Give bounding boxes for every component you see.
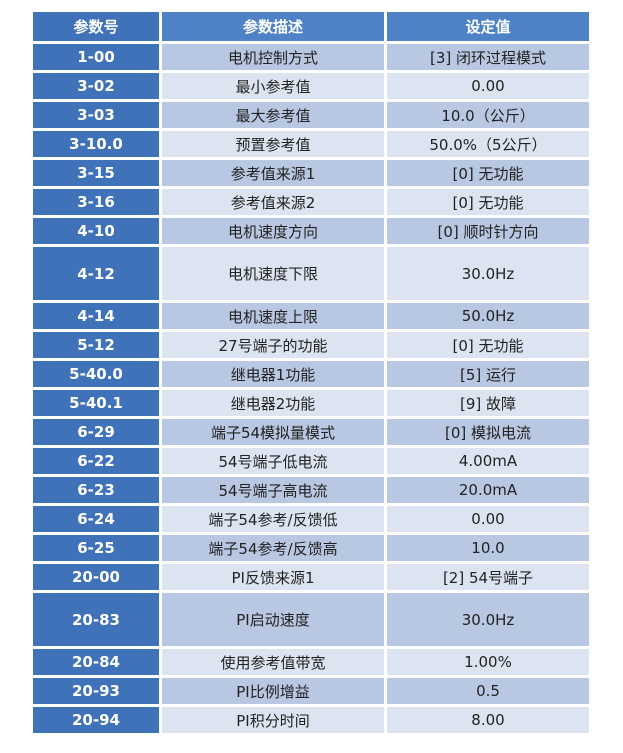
setting-value-cell: [9] 故障 (387, 390, 589, 416)
param-desc-cell: 电机速度方向 (162, 218, 387, 244)
table-row: 6-22 54号端子低电流 4.00mA (33, 448, 589, 474)
setting-value-cell: 4.00mA (387, 448, 589, 474)
table-row: 20-83 PI启动速度 30.0Hz (33, 593, 589, 646)
param-desc-cell: 端子54参考/反馈高 (162, 535, 387, 561)
setting-value-cell: 1.00% (387, 649, 589, 675)
param-desc-cell: 继电器2功能 (162, 390, 387, 416)
setting-value-cell: [0] 顺时针方向 (387, 218, 589, 244)
table-row: 5-40.0 继电器1功能 [5] 运行 (33, 361, 589, 387)
setting-value-cell: 10.0 (387, 535, 589, 561)
param-id-cell: 6-24 (33, 506, 162, 532)
param-id-cell: 3-16 (33, 189, 162, 215)
param-desc-cell: 54号端子低电流 (162, 448, 387, 474)
header-setting-value: 设定值 (387, 12, 589, 41)
param-desc-cell: 继电器1功能 (162, 361, 387, 387)
table-row: 4-14 电机速度上限 50.0Hz (33, 303, 589, 329)
param-id-cell: 1-00 (33, 44, 162, 70)
param-desc-cell: 54号端子高电流 (162, 477, 387, 503)
param-desc-cell: 使用参考值带宽 (162, 649, 387, 675)
table-row: 6-24 端子54参考/反馈低 0.00 (33, 506, 589, 532)
param-id-cell: 3-10.0 (33, 131, 162, 157)
table-row: 5-12 27号端子的功能 [0] 无功能 (33, 332, 589, 358)
table-row: 6-29 端子54模拟量模式 [0] 模拟电流 (33, 419, 589, 445)
header-row: 参数号 参数描述 设定值 (33, 12, 589, 41)
setting-value-cell: 8.00 (387, 707, 589, 733)
parameter-table: 参数号 参数描述 设定值 1-00 电机控制方式 [3] 闭环过程模式 3-02 最小参… (33, 9, 589, 736)
table-row: 5-40.1 继电器2功能 [9] 故障 (33, 390, 589, 416)
setting-value-cell: [2] 54号端子 (387, 564, 589, 590)
param-desc-cell: PI积分时间 (162, 707, 387, 733)
param-id-cell: 20-83 (33, 593, 162, 646)
setting-value-cell: [3] 闭环过程模式 (387, 44, 589, 70)
param-id-cell: 3-02 (33, 73, 162, 99)
table-row: 20-93 PI比例增益 0.5 (33, 678, 589, 704)
param-id-cell: 6-29 (33, 419, 162, 445)
header-param-id: 参数号 (33, 12, 162, 41)
param-id-cell: 5-12 (33, 332, 162, 358)
param-desc-cell: 端子54模拟量模式 (162, 419, 387, 445)
param-desc-cell: PI比例增益 (162, 678, 387, 704)
setting-value-cell: 30.0Hz (387, 247, 589, 300)
param-desc-cell: 电机速度下限 (162, 247, 387, 300)
setting-value-cell: [5] 运行 (387, 361, 589, 387)
param-id-cell: 5-40.0 (33, 361, 162, 387)
param-desc-cell: 参考值来源1 (162, 160, 387, 186)
table-row: 3-15 参考值来源1 [0] 无功能 (33, 160, 589, 186)
table-row: 3-16 参考值来源2 [0] 无功能 (33, 189, 589, 215)
table-row: 4-10 电机速度方向 [0] 顺时针方向 (33, 218, 589, 244)
param-id-cell: 3-15 (33, 160, 162, 186)
param-id-cell: 4-14 (33, 303, 162, 329)
table-row: 1-00 电机控制方式 [3] 闭环过程模式 (33, 44, 589, 70)
setting-value-cell: 0.5 (387, 678, 589, 704)
param-id-cell: 3-03 (33, 102, 162, 128)
table-row: 20-00 PI反馈来源1 [2] 54号端子 (33, 564, 589, 590)
param-id-cell: 20-84 (33, 649, 162, 675)
setting-value-cell: 20.0mA (387, 477, 589, 503)
setting-value-cell: 0.00 (387, 506, 589, 532)
setting-value-cell: [0] 模拟电流 (387, 419, 589, 445)
header-param-desc: 参数描述 (162, 12, 387, 41)
param-id-cell: 20-93 (33, 678, 162, 704)
param-id-cell: 20-00 (33, 564, 162, 590)
param-id-cell: 6-25 (33, 535, 162, 561)
setting-value-cell: 50.0%（5公斤） (387, 131, 589, 157)
param-desc-cell: 27号端子的功能 (162, 332, 387, 358)
param-desc-cell: 端子54参考/反馈低 (162, 506, 387, 532)
table-row: 3-02 最小参考值 0.00 (33, 73, 589, 99)
table-row: 6-25 端子54参考/反馈高 10.0 (33, 535, 589, 561)
setting-value-cell: 0.00 (387, 73, 589, 99)
param-desc-cell: 参考值来源2 (162, 189, 387, 215)
setting-value-cell: 30.0Hz (387, 593, 589, 646)
param-desc-cell: 电机控制方式 (162, 44, 387, 70)
table-row: 3-10.0 预置参考值 50.0%（5公斤） (33, 131, 589, 157)
setting-value-cell: [0] 无功能 (387, 189, 589, 215)
setting-value-cell: 10.0（公斤） (387, 102, 589, 128)
param-id-cell: 5-40.1 (33, 390, 162, 416)
param-desc-cell: 最大参考值 (162, 102, 387, 128)
table-row: 20-94 PI积分时间 8.00 (33, 707, 589, 733)
param-desc-cell: 电机速度上限 (162, 303, 387, 329)
param-id-cell: 20-94 (33, 707, 162, 733)
param-id-cell: 4-12 (33, 247, 162, 300)
table-row: 4-12 电机速度下限 30.0Hz (33, 247, 589, 300)
param-desc-cell: 预置参考值 (162, 131, 387, 157)
param-id-cell: 6-22 (33, 448, 162, 474)
table-row: 6-23 54号端子高电流 20.0mA (33, 477, 589, 503)
param-id-cell: 4-10 (33, 218, 162, 244)
setting-value-cell: [0] 无功能 (387, 160, 589, 186)
param-id-cell: 6-23 (33, 477, 162, 503)
param-desc-cell: 最小参考值 (162, 73, 387, 99)
table-row: 3-03 最大参考值 10.0（公斤） (33, 102, 589, 128)
setting-value-cell: [0] 无功能 (387, 332, 589, 358)
param-desc-cell: PI反馈来源1 (162, 564, 387, 590)
table-row: 20-84 使用参考值带宽 1.00% (33, 649, 589, 675)
setting-value-cell: 50.0Hz (387, 303, 589, 329)
param-desc-cell: PI启动速度 (162, 593, 387, 646)
